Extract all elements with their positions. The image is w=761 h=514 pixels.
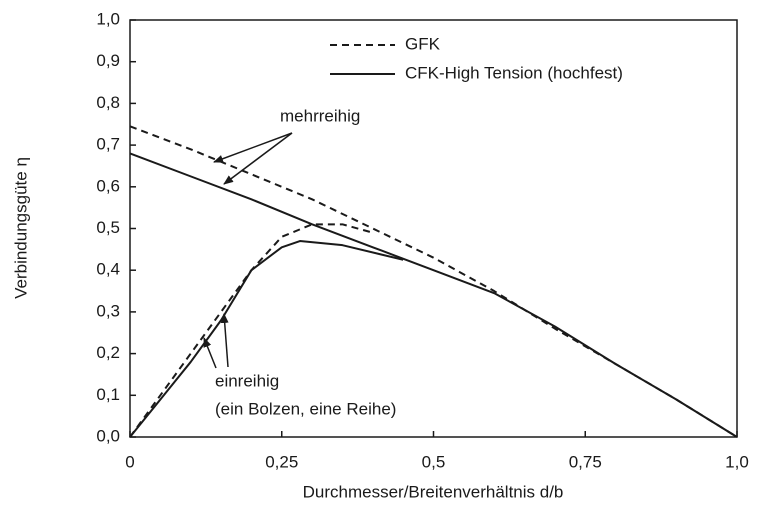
- series-line: [129, 240, 404, 438]
- y-tick-label: 0,6: [96, 176, 120, 195]
- x-tick-label: 0,5: [422, 452, 446, 471]
- annotation: einreihig: [215, 371, 279, 390]
- x-tick-label: 0,75: [569, 452, 602, 471]
- x-tick-label: 1,0: [725, 452, 749, 471]
- y-tick-label: 0,3: [96, 301, 120, 320]
- x-axis-label: Durchmesser/Breitenverhältnis d/b: [303, 482, 564, 501]
- annotation: mehrreihig: [280, 106, 360, 125]
- y-tick-label: 0,9: [96, 51, 120, 70]
- y-tick-label: 0,1: [96, 385, 120, 404]
- series-line: [129, 152, 738, 438]
- y-tick-label: 0,7: [96, 135, 120, 154]
- legend-label: GFK: [405, 34, 441, 53]
- y-tick-label: 0,8: [96, 93, 120, 112]
- x-tick-label: 0,25: [265, 452, 298, 471]
- y-tick-label: 0,5: [96, 218, 120, 237]
- y-tick-label: 0,0: [96, 426, 120, 445]
- annotation-arrows: [203, 132, 293, 369]
- y-tick-label: 0,2: [96, 343, 120, 362]
- y-axis-label: Verbindungsgüte η: [11, 157, 30, 299]
- x-tick-label: 0: [125, 452, 134, 471]
- annotation: (ein Bolzen, eine Reihe): [215, 399, 396, 418]
- y-tick-label: 0,4: [96, 260, 120, 279]
- y-tick-label: 1,0: [96, 9, 120, 28]
- legend-label: CFK-High Tension (hochfest): [405, 63, 623, 82]
